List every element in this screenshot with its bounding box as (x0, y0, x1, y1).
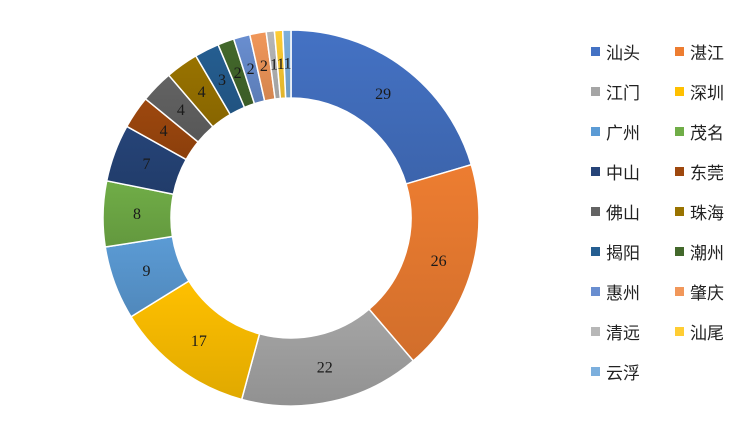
legend-swatch (591, 206, 600, 216)
data-label-江门: 22 (317, 360, 333, 377)
data-label-珠海: 4 (198, 84, 206, 101)
legend-label: 深圳 (690, 83, 724, 104)
legend-label: 广州 (606, 123, 640, 144)
legend-swatch (675, 166, 684, 176)
data-label-潮州: 2 (234, 65, 242, 82)
legend-label: 潮州 (690, 243, 724, 264)
data-label-佛山: 4 (177, 102, 185, 119)
legend-swatch (675, 246, 684, 256)
legend-item-揭阳: 揭阳 (591, 240, 640, 264)
legend-label: 茂名 (690, 123, 724, 144)
legend-label: 惠州 (606, 283, 640, 304)
legend-label: 江门 (606, 83, 640, 104)
legend-item-清远: 清远 (591, 320, 640, 344)
legend-label: 东莞 (690, 163, 724, 184)
legend-label: 汕尾 (690, 323, 724, 344)
legend-item-茂名: 茂名 (675, 120, 724, 144)
legend-item-湛江: 湛江 (675, 40, 724, 64)
data-label-广州: 9 (143, 263, 151, 280)
slice-汕头 (290, 29, 473, 185)
legend-label: 珠海 (690, 203, 724, 224)
legend-item-汕头: 汕头 (591, 40, 640, 64)
legend-item-江门: 江门 (591, 80, 640, 104)
data-label-深圳: 17 (191, 333, 207, 350)
data-label-惠州: 2 (247, 61, 255, 78)
data-label-茂名: 8 (133, 206, 141, 223)
legend-swatch (675, 86, 684, 96)
legend-label: 湛江 (690, 43, 724, 64)
legend-label: 中山 (606, 163, 640, 184)
legend-swatch (675, 206, 684, 216)
legend-swatch (591, 46, 600, 56)
legend-swatch (591, 326, 600, 336)
legend-item-东莞: 东莞 (675, 160, 724, 184)
legend-label: 云浮 (606, 363, 640, 384)
data-label-汕头: 29 (375, 86, 391, 103)
legend-swatch (591, 246, 600, 256)
legend-item-肇庆: 肇庆 (675, 280, 724, 304)
legend-item-广州: 广州 (591, 120, 640, 144)
legend-swatch (675, 46, 684, 56)
data-label-中山: 7 (143, 156, 151, 173)
slices-group (102, 29, 480, 407)
legend-swatch (591, 126, 600, 136)
legend-item-惠州: 惠州 (591, 280, 640, 304)
legend-label: 肇庆 (690, 283, 724, 304)
legend-item-佛山: 佛山 (591, 200, 640, 224)
legend-item-汕尾: 汕尾 (675, 320, 724, 344)
legend-swatch (591, 86, 600, 96)
legend-swatch (591, 366, 600, 376)
legend-item-云浮: 云浮 (591, 360, 640, 384)
legend-label: 清远 (606, 323, 640, 344)
data-label-湛江: 26 (431, 253, 447, 270)
data-label-揭阳: 3 (218, 72, 226, 89)
legend-label: 汕头 (606, 43, 640, 64)
legend-swatch (591, 286, 600, 296)
legend-item-深圳: 深圳 (675, 80, 724, 104)
data-label-汕尾: 1 (277, 56, 285, 73)
data-label-清远: 1 (270, 56, 278, 73)
legend-swatch (675, 286, 684, 296)
legend-swatch (591, 166, 600, 176)
legend-swatch (675, 326, 684, 336)
legend-swatch (675, 126, 684, 136)
legend-label: 佛山 (606, 203, 640, 224)
data-label-肇庆: 2 (260, 58, 268, 75)
legend-item-潮州: 潮州 (675, 240, 724, 264)
legend-label: 揭阳 (606, 243, 640, 264)
data-label-云浮: 1 (284, 56, 292, 73)
slice-云浮 (281, 29, 292, 99)
data-label-东莞: 4 (160, 123, 168, 140)
legend-item-中山: 中山 (591, 160, 640, 184)
legend-item-珠海: 珠海 (675, 200, 724, 224)
